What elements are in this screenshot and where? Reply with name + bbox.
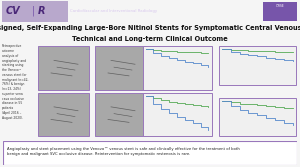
Text: Technical and Long-term Clinical Outcome: Technical and Long-term Clinical Outcome — [72, 36, 228, 42]
FancyBboxPatch shape — [142, 93, 212, 136]
Text: Retrospective
outcome
analysis of
angioplasty and
stenting using
the Venovo™
ven: Retrospective outcome analysis of angiop… — [2, 44, 28, 120]
FancyBboxPatch shape — [94, 93, 146, 136]
Text: CV: CV — [6, 6, 21, 16]
FancyBboxPatch shape — [219, 46, 296, 85]
Text: CardioVascular and Interventional Radiology: CardioVascular and Interventional Radiol… — [70, 9, 158, 13]
Text: R: R — [38, 6, 45, 16]
Text: Newly Designed, Self-Expanding Large-Bore Nitinol Stents for Symptomatic Central: Newly Designed, Self-Expanding Large-Bor… — [0, 25, 300, 31]
Text: C'RSE: C'RSE — [275, 4, 284, 8]
FancyBboxPatch shape — [38, 46, 88, 90]
FancyBboxPatch shape — [142, 46, 212, 90]
Text: |: | — [32, 6, 35, 16]
FancyBboxPatch shape — [2, 1, 68, 22]
FancyBboxPatch shape — [38, 93, 88, 136]
FancyBboxPatch shape — [262, 2, 297, 21]
FancyBboxPatch shape — [219, 98, 296, 136]
Text: Angioplasty and stent placement using the Venovo™ venous stent is safe and clini: Angioplasty and stent placement using th… — [8, 146, 240, 156]
FancyBboxPatch shape — [3, 141, 297, 165]
FancyBboxPatch shape — [94, 46, 146, 90]
